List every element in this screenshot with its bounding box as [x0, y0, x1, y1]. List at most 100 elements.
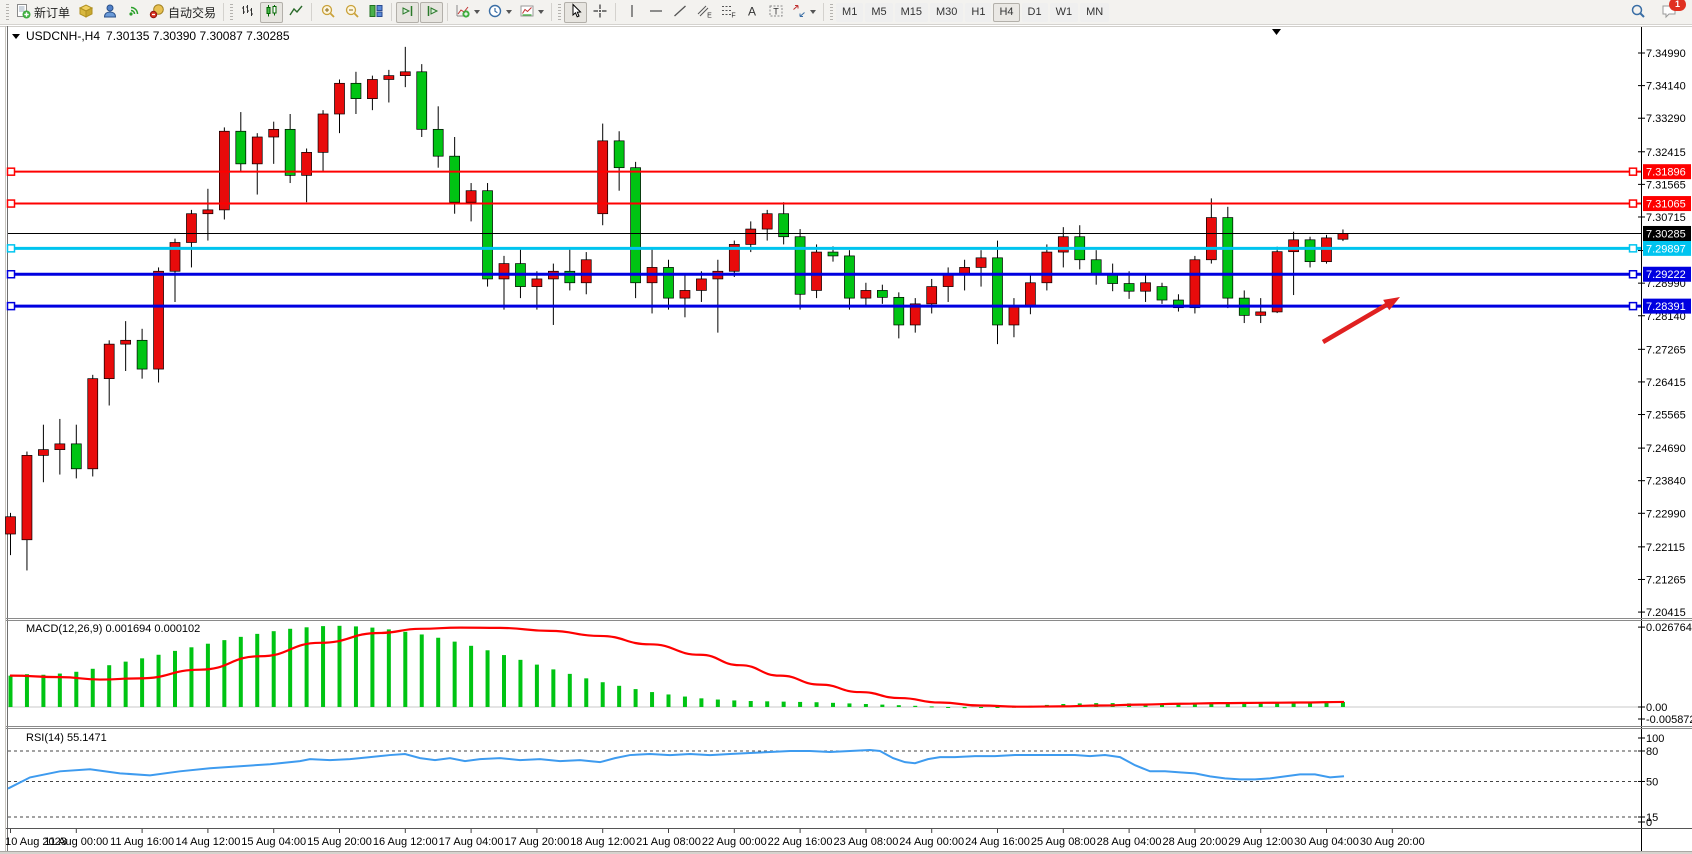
- timeframe-m15-button[interactable]: M15: [894, 2, 928, 22]
- svg-text:7.34990: 7.34990: [1646, 48, 1686, 60]
- arrows-tool-button[interactable]: [788, 2, 819, 23]
- candle: [1288, 231, 1299, 296]
- svg-text:0.00: 0.00: [1646, 702, 1667, 714]
- new-order-label: 新订单: [34, 5, 71, 20]
- timeframe-h4-button[interactable]: H4: [993, 2, 1020, 22]
- toolbar-grip[interactable]: [558, 4, 562, 20]
- zoom-in-button[interactable]: [316, 2, 339, 23]
- toolbar-grip[interactable]: [6, 4, 9, 20]
- trendline-tool-button[interactable]: [668, 2, 691, 23]
- toolbar-separator: [311, 3, 313, 21]
- notifications-button[interactable]: 1: [1657, 0, 1686, 23]
- horizontal-line-object[interactable]: 7.29897: [6, 240, 1692, 256]
- price-axis: 7.34990 7.34140 7.33290 7.32415 7.31565 7.307…: [1638, 48, 1686, 619]
- trendline-icon: [672, 3, 688, 22]
- line-chart-button[interactable]: [284, 2, 307, 23]
- svg-text:7.31065: 7.31065: [1646, 199, 1686, 211]
- timeframe-h1-button[interactable]: H1: [965, 2, 992, 22]
- svg-text:7.23840: 7.23840: [1646, 476, 1686, 488]
- candlestick-icon: [264, 3, 280, 22]
- auto-scroll-button[interactable]: [396, 1, 420, 23]
- trend-arrow-annotation[interactable]: [1321, 297, 1400, 344]
- timeframe-m30-button[interactable]: M30: [930, 2, 964, 22]
- candle: [21, 451, 33, 571]
- accounts-button[interactable]: [98, 2, 121, 23]
- candle: [531, 271, 543, 310]
- timeframe-w1-button[interactable]: W1: [1049, 2, 1079, 22]
- cursor-button[interactable]: [564, 1, 588, 23]
- chart-shift-icon: [424, 3, 440, 22]
- macd-indicator-label: MACD(12,26,9) 0.001694 0.000102: [26, 623, 201, 635]
- horizontal-line-tool-button[interactable]: [644, 2, 667, 23]
- toolbar-grip[interactable]: [830, 4, 834, 20]
- candle: [646, 248, 658, 314]
- templates-button[interactable]: [516, 2, 547, 23]
- candle: [202, 188, 214, 241]
- horizontal-line-object[interactable]: 7.31065: [6, 196, 1692, 212]
- candle: [432, 106, 444, 168]
- candle: [778, 202, 790, 245]
- text-label-tool-button[interactable]: T: [764, 2, 787, 23]
- timeframe-m1-button[interactable]: M1: [836, 2, 864, 22]
- svg-text:17 Aug 04:00: 17 Aug 04:00: [439, 836, 504, 848]
- indicators-button[interactable]: [452, 2, 483, 23]
- pane-expander-icon[interactable]: [1272, 29, 1281, 35]
- candlestick-chart-button[interactable]: [260, 1, 284, 23]
- svg-text:10 Aug 2023: 10 Aug 2023: [5, 836, 67, 848]
- timeframe-m5-button[interactable]: M5: [865, 2, 893, 22]
- candle: [630, 161, 641, 299]
- candle: [482, 183, 493, 287]
- candle: [597, 123, 609, 226]
- svg-text:24 Aug 16:00: 24 Aug 16:00: [965, 836, 1030, 848]
- horizontal-line-icon: [648, 3, 664, 22]
- candle: [794, 229, 806, 310]
- zoom-out-button[interactable]: [340, 2, 363, 23]
- toolbar-separator: [551, 3, 553, 21]
- zoom-in-icon: [320, 3, 336, 22]
- toolbar-grip[interactable]: [230, 4, 234, 20]
- timeframe-mn-button[interactable]: MN: [1080, 2, 1110, 22]
- candle: [301, 148, 312, 203]
- svg-text:15: 15: [1646, 812, 1658, 824]
- equidistant-channel-tool-button[interactable]: E: [692, 2, 715, 23]
- svg-text:25 Aug 08:00: 25 Aug 08:00: [1031, 836, 1096, 848]
- svg-text:7.22990: 7.22990: [1646, 508, 1686, 520]
- periods-button[interactable]: [484, 2, 515, 23]
- candle: [383, 69, 395, 103]
- tile-windows-icon: [368, 3, 384, 22]
- horizontal-line-object[interactable]: 7.29222: [6, 266, 1692, 282]
- candle: [761, 209, 773, 241]
- horizontal-line-object[interactable]: 7.31896: [6, 164, 1692, 180]
- chevron-down-icon: [474, 10, 481, 14]
- candle: [1041, 244, 1053, 291]
- fibonacci-tool-button[interactable]: F: [716, 2, 739, 23]
- timeframe-d1-button[interactable]: D1: [1021, 2, 1048, 22]
- rsi-indicator-label: RSI(14) 55.1471: [26, 732, 107, 744]
- box-icon: [78, 3, 94, 22]
- tile-windows-button[interactable]: [364, 2, 387, 23]
- signals-button[interactable]: [122, 2, 145, 23]
- svg-text:29 Aug 12:00: 29 Aug 12:00: [1228, 836, 1293, 848]
- candle: [416, 64, 428, 138]
- candle: [235, 112, 247, 172]
- svg-text:30 Aug 04:00: 30 Aug 04:00: [1294, 836, 1359, 848]
- horizontal-line-object[interactable]: 7.28391: [6, 298, 1692, 314]
- macd-pane: 0.026764 0.00-0.005872: [8, 622, 1692, 726]
- candle: [399, 46, 411, 88]
- search-button[interactable]: [1626, 2, 1649, 23]
- text-tool-button[interactable]: A: [740, 2, 763, 23]
- new-order-button[interactable]: 新订单: [12, 2, 73, 23]
- chart-shift-button[interactable]: [420, 1, 444, 23]
- chevron-down-icon[interactable]: [12, 33, 20, 39]
- svg-text:7.20415: 7.20415: [1646, 607, 1686, 619]
- auto-trading-button[interactable]: 自动交易: [146, 2, 219, 23]
- bar-chart-button[interactable]: [236, 2, 259, 23]
- bar-chart-icon: [240, 3, 256, 22]
- crosshair-button[interactable]: [588, 2, 611, 23]
- vertical-line-tool-button[interactable]: [620, 2, 643, 23]
- svg-text:17 Aug 20:00: 17 Aug 20:00: [504, 836, 569, 848]
- candle: [564, 248, 576, 291]
- market-watch-button[interactable]: [74, 2, 97, 23]
